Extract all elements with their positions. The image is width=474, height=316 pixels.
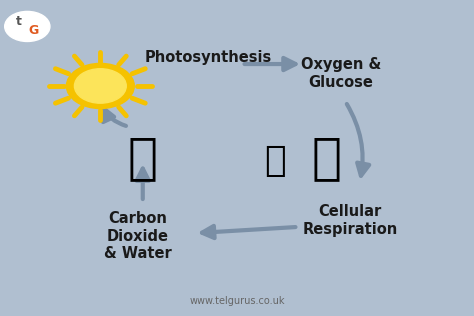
Circle shape xyxy=(5,11,50,41)
Text: Oxygen &
Glucose: Oxygen & Glucose xyxy=(301,57,381,90)
Circle shape xyxy=(66,64,134,108)
Circle shape xyxy=(74,69,126,103)
Text: 🌳: 🌳 xyxy=(311,134,342,182)
Text: Carbon
Dioxide
& Water: Carbon Dioxide & Water xyxy=(104,211,172,261)
Text: 🐕: 🐕 xyxy=(264,144,285,178)
Text: G: G xyxy=(28,24,38,37)
Text: Photosynthesis: Photosynthesis xyxy=(145,50,273,65)
Text: www.telgurus.co.uk: www.telgurus.co.uk xyxy=(189,295,285,306)
Text: t: t xyxy=(17,15,22,28)
Text: 🌳: 🌳 xyxy=(128,134,158,182)
Text: Cellular
Respiration: Cellular Respiration xyxy=(302,204,398,237)
